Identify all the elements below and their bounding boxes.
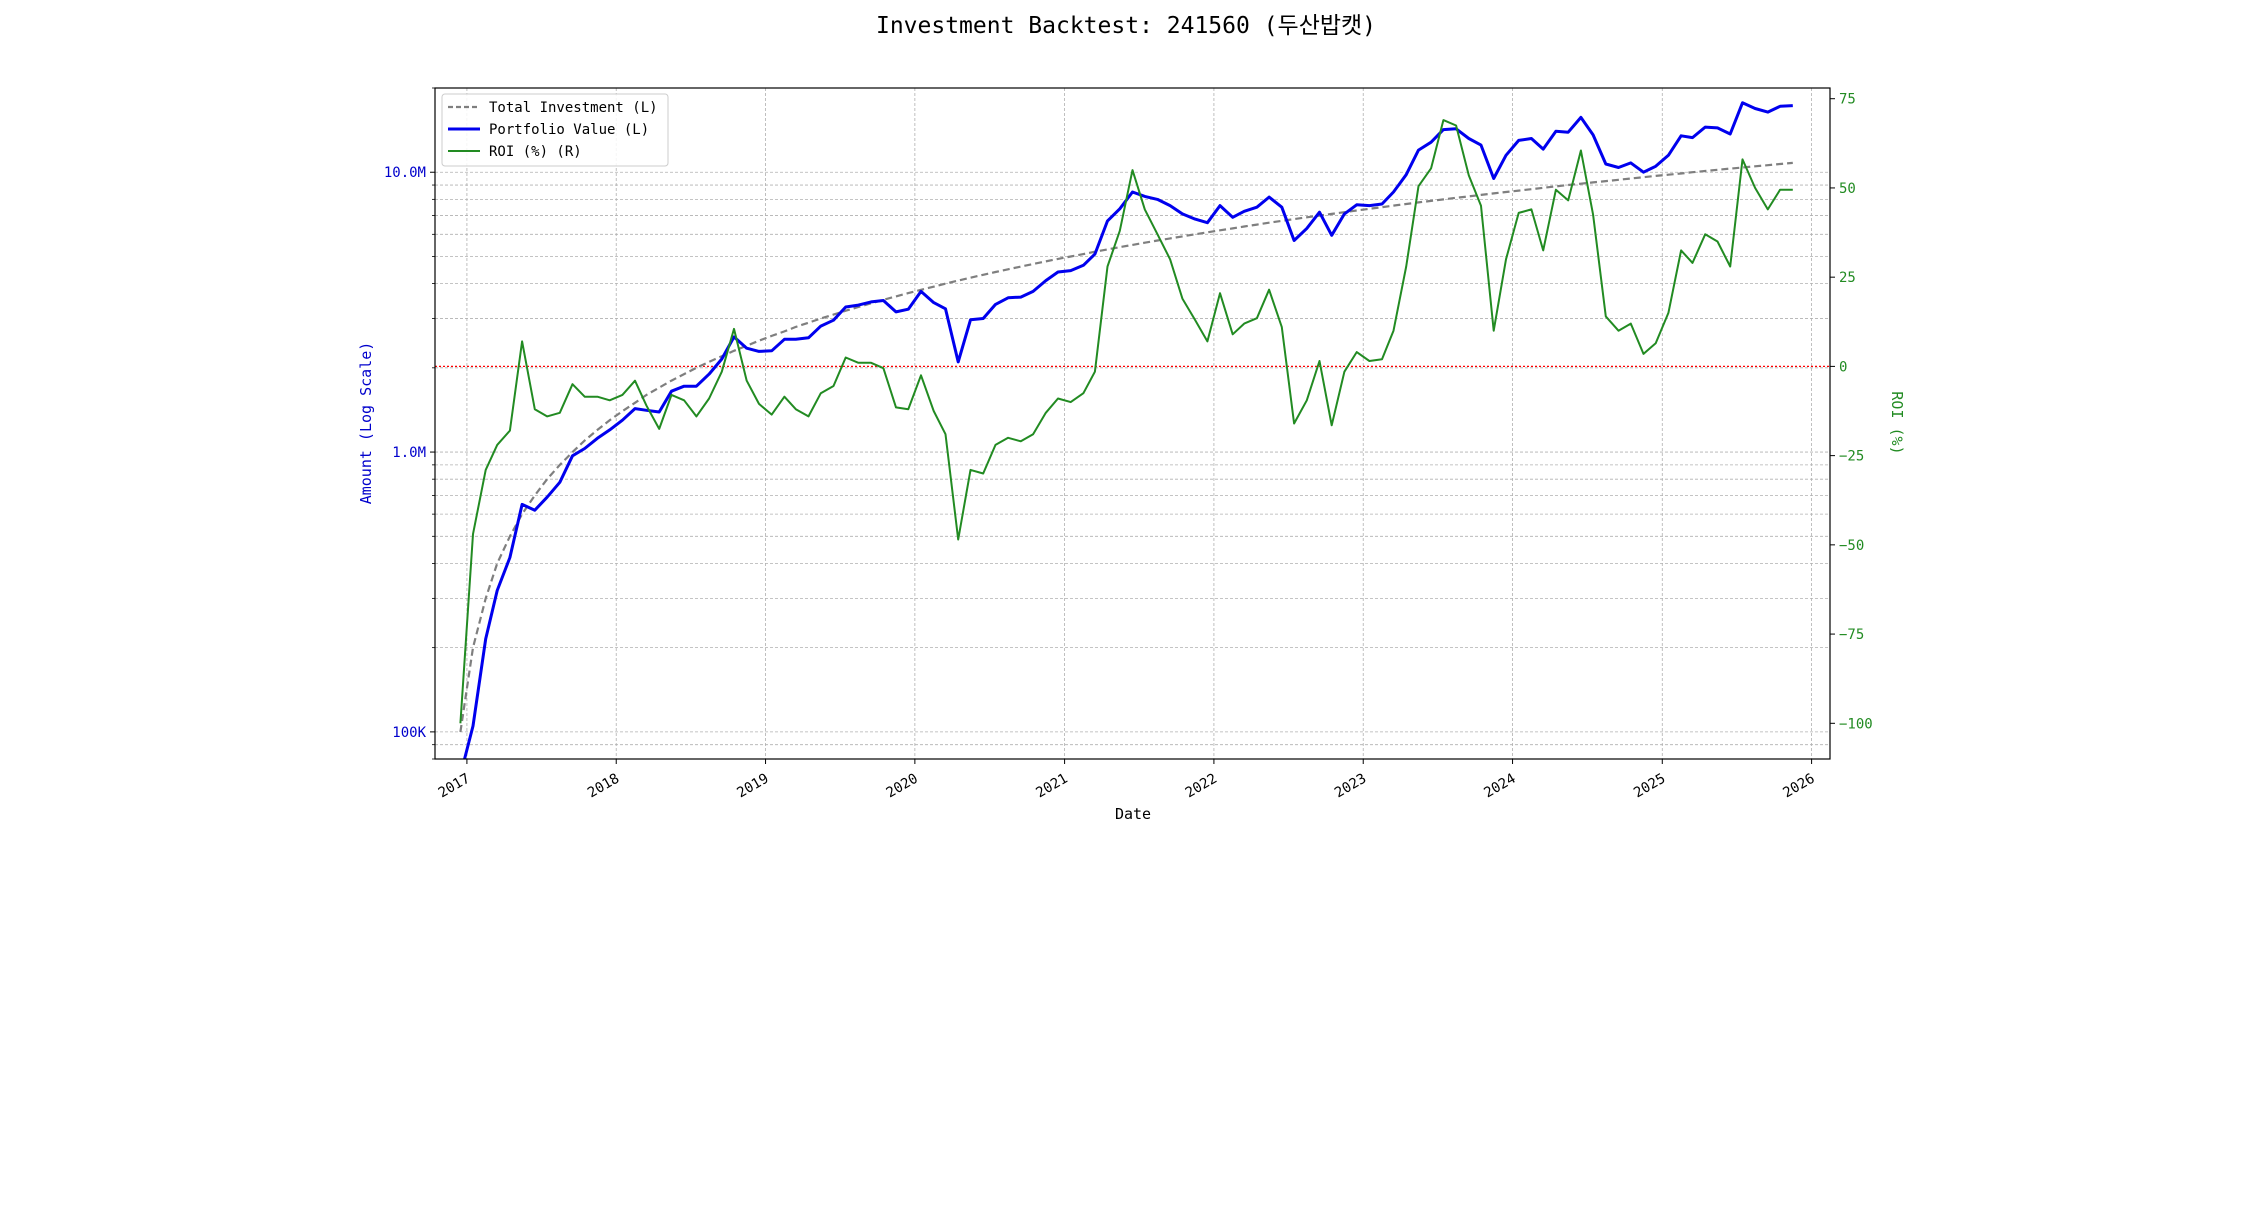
right-tick-label: 50 bbox=[1839, 181, 1856, 197]
x-tick-label: 2023 bbox=[1332, 771, 1369, 802]
left-tick-label: 100K bbox=[392, 725, 426, 741]
x-axis: 2017 2018 2019 2020 2021 2022 2023 2024 2025 2026 bbox=[436, 759, 1818, 801]
series-group bbox=[459, 101, 1793, 759]
legend-label: ROI (%) (R) bbox=[489, 144, 582, 160]
left-y-axis-label: Amount (Log Scale) bbox=[357, 342, 375, 505]
x-tick-label: 2021 bbox=[1033, 771, 1070, 802]
x-tick-label: 2025 bbox=[1631, 771, 1668, 802]
x-tick-label: 2024 bbox=[1481, 771, 1518, 802]
x-tick-label: 2018 bbox=[585, 771, 622, 802]
legend-label: Portfolio Value (L) bbox=[489, 122, 649, 138]
right-tick-label: 25 bbox=[1839, 270, 1856, 286]
legend: Total Investment (L) Portfolio Value (L) R… bbox=[441, 93, 669, 167]
left-tick-label: 10.0M bbox=[384, 165, 426, 181]
right-tick-label: −100 bbox=[1839, 716, 1873, 732]
x-tick-label: 2020 bbox=[884, 771, 921, 802]
right-tick-label: 75 bbox=[1839, 92, 1856, 108]
legend-label: Total Investment (L) bbox=[489, 100, 658, 116]
x-tick-label: 2017 bbox=[436, 771, 473, 802]
left-y-axis: 100K 1.0M 10.0M bbox=[384, 87, 435, 760]
roi-line bbox=[459, 119, 1793, 724]
total-investment-line bbox=[459, 161, 1793, 733]
legend-box bbox=[441, 93, 669, 167]
right-tick-label: 0 bbox=[1839, 359, 1847, 375]
plot-frame bbox=[434, 87, 1831, 760]
portfolio-value-line bbox=[463, 101, 1793, 759]
right-tick-label: −75 bbox=[1839, 627, 1864, 643]
chart-title: Investment Backtest: 241560 (두산밥캣) bbox=[876, 13, 1376, 39]
x-tick-label: 2022 bbox=[1183, 771, 1220, 802]
right-tick-label: −25 bbox=[1839, 449, 1864, 465]
grid bbox=[435, 87, 1830, 760]
x-tick-label: 2026 bbox=[1780, 771, 1817, 802]
left-tick-label: 1.0M bbox=[392, 445, 426, 461]
chart-svg: Investment Backtest: 241560 (두산밥캣) 2017 2… bbox=[357, 13, 1906, 823]
chart-container: Investment Backtest: 241560 (두산밥캣) 2017 2… bbox=[344, 0, 1906, 1200]
right-y-axis: −100 −75 −50 −25 0 25 50 75 bbox=[1830, 92, 1873, 732]
right-tick-label: −50 bbox=[1839, 538, 1864, 554]
x-tick-label: 2019 bbox=[734, 771, 771, 802]
x-axis-label: Date bbox=[1115, 805, 1151, 823]
right-y-axis-label: ROI (%) bbox=[1888, 391, 1905, 454]
